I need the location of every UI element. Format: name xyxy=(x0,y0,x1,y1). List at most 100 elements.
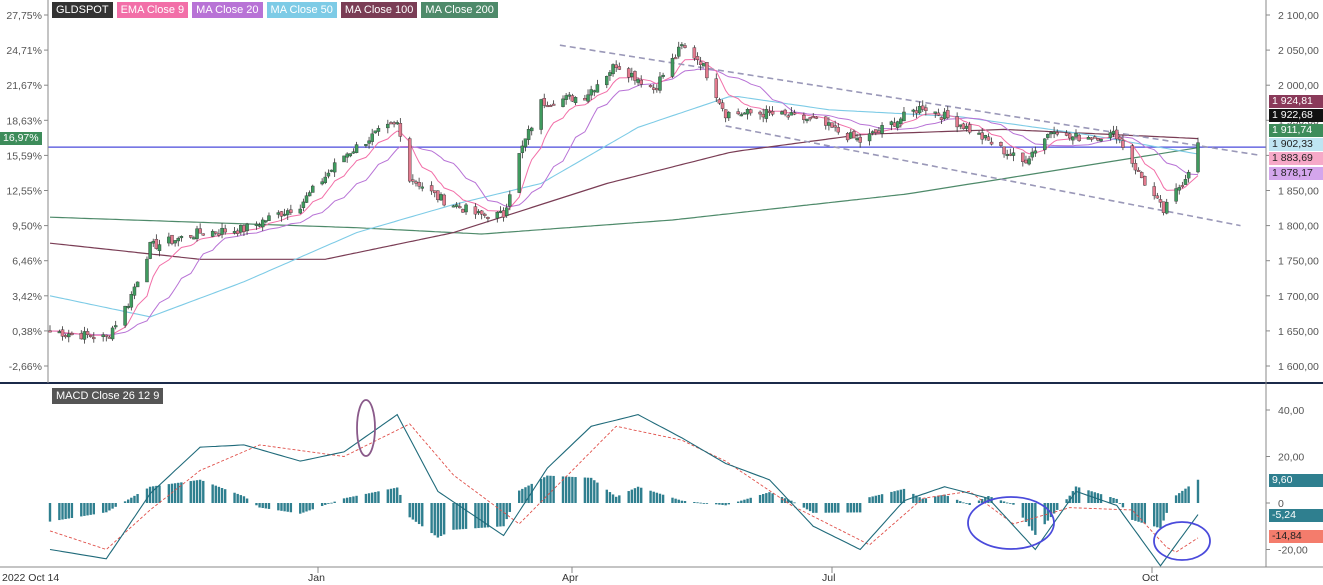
candle-body xyxy=(717,99,722,104)
macd-histogram-bar xyxy=(827,503,831,513)
macd-histogram-bar xyxy=(261,503,264,508)
candle-body xyxy=(298,208,302,214)
candle-body xyxy=(542,98,546,106)
candle-body xyxy=(626,68,631,78)
macd-histogram-bar xyxy=(411,503,415,520)
macd-histogram-bar xyxy=(1065,499,1068,503)
macd-histogram-bar xyxy=(167,484,171,503)
candle-body xyxy=(173,240,177,244)
legend-item[interactable]: MA Close 100 xyxy=(340,2,418,18)
macd-histogram-bar xyxy=(837,503,840,513)
macd-tick-label: -20,00 xyxy=(1278,545,1308,557)
macd-histogram-bar xyxy=(749,497,752,503)
macd-histogram-bar xyxy=(114,503,117,507)
candle-body xyxy=(911,109,916,112)
candle-body xyxy=(1143,176,1147,186)
candle-body xyxy=(939,117,944,120)
macd-histogram-bar xyxy=(761,494,765,503)
candle-body xyxy=(967,124,972,133)
macd-histogram-bar xyxy=(486,503,490,528)
candle-body xyxy=(373,130,378,134)
candle-body xyxy=(282,213,287,216)
time-tick-label: 2022 Oct 14 xyxy=(2,572,59,584)
candle-body xyxy=(189,235,193,238)
candle-body xyxy=(107,336,112,339)
macd-histogram-bar xyxy=(58,503,61,521)
price-badge: 1 924,81 xyxy=(1269,95,1323,108)
candle-body xyxy=(639,79,643,85)
macd-histogram-bar xyxy=(815,503,818,513)
macd-histogram-bar xyxy=(389,488,393,503)
macd-histogram-bar xyxy=(561,476,565,503)
macd-histogram-bar xyxy=(255,503,258,506)
candle-body xyxy=(1074,133,1078,137)
candle-body xyxy=(217,233,221,236)
macd-histogram-bar xyxy=(921,498,924,503)
price-badge: 1 883,69 xyxy=(1269,152,1323,166)
candle-body xyxy=(195,228,199,239)
legend-item[interactable]: MA Close 50 xyxy=(266,2,337,18)
candle-body xyxy=(223,228,227,233)
macd-histogram-bar xyxy=(283,503,286,512)
candle-body xyxy=(980,132,984,140)
candle-body xyxy=(830,122,834,128)
candle-body xyxy=(420,186,424,189)
macd-histogram-bar xyxy=(614,496,618,503)
macd-histogram-bar xyxy=(915,495,918,503)
macd-histogram-bar xyxy=(377,491,380,503)
legend-item[interactable]: EMA Close 9 xyxy=(116,2,189,18)
left-axis-current-badge: 16,97% xyxy=(0,132,42,145)
time-axis: 2022 Oct 14 Jan Apr Jul Oct xyxy=(2,567,1158,584)
macd-histogram-bar xyxy=(458,503,461,530)
candle-body xyxy=(304,195,309,203)
macd-histogram-bar xyxy=(173,483,177,503)
candle-body xyxy=(989,141,994,145)
macd-histogram-bar xyxy=(574,477,577,503)
macd-badge: 9,60 xyxy=(1269,474,1323,487)
candle-body xyxy=(264,220,268,223)
macd-histogram-bar xyxy=(477,503,480,529)
candle-body xyxy=(192,237,196,240)
annotation-oval-blue-2 xyxy=(1153,521,1211,561)
macd-histogram-bar xyxy=(374,491,377,503)
macd-histogram-bar xyxy=(721,503,724,505)
candle-body xyxy=(307,192,312,197)
percent-tick-label: -2,66% xyxy=(9,361,42,373)
macd-histogram-bar xyxy=(1046,503,1050,521)
macd-histogram-bar xyxy=(765,493,768,503)
candle-body xyxy=(683,45,687,48)
legend-item[interactable]: MA Close 200 xyxy=(421,2,498,18)
percent-tick-label: 24,71% xyxy=(6,45,42,57)
macd-histogram-bar xyxy=(430,503,433,534)
candle-body xyxy=(1089,137,1094,140)
candle-body xyxy=(786,115,790,118)
macd-histogram-bar xyxy=(101,503,105,513)
candle-body xyxy=(1133,162,1138,171)
candle-body xyxy=(1196,142,1200,173)
candle-body xyxy=(245,223,249,232)
macd-histogram-bar xyxy=(442,503,446,535)
candle-body xyxy=(586,94,590,102)
macd-histogram-bar xyxy=(824,503,827,513)
macd-histogram-bar xyxy=(370,492,374,503)
candle-body xyxy=(1046,134,1050,138)
candle-body xyxy=(1027,158,1031,165)
candle-body xyxy=(289,209,293,213)
macd-histogram-bar xyxy=(702,503,705,504)
macd-histogram-bar xyxy=(455,503,458,530)
macd-histogram-bar xyxy=(324,503,327,505)
macd-histogram-bar xyxy=(136,494,139,503)
candle-body xyxy=(257,224,262,227)
macd-histogram-bar xyxy=(289,503,293,513)
candle-body xyxy=(214,231,218,234)
candle-body xyxy=(433,190,437,194)
candle-body xyxy=(392,122,396,125)
candle-body xyxy=(167,236,171,244)
macd-histogram-bar xyxy=(849,503,852,513)
legend-item[interactable]: GLDSPOT xyxy=(52,2,113,18)
macd-histogram-bar xyxy=(1184,488,1187,503)
legend-item[interactable]: MA Close 20 xyxy=(192,2,263,18)
channel-upper-line xyxy=(559,44,1261,157)
macd-histogram-bar xyxy=(539,478,543,503)
